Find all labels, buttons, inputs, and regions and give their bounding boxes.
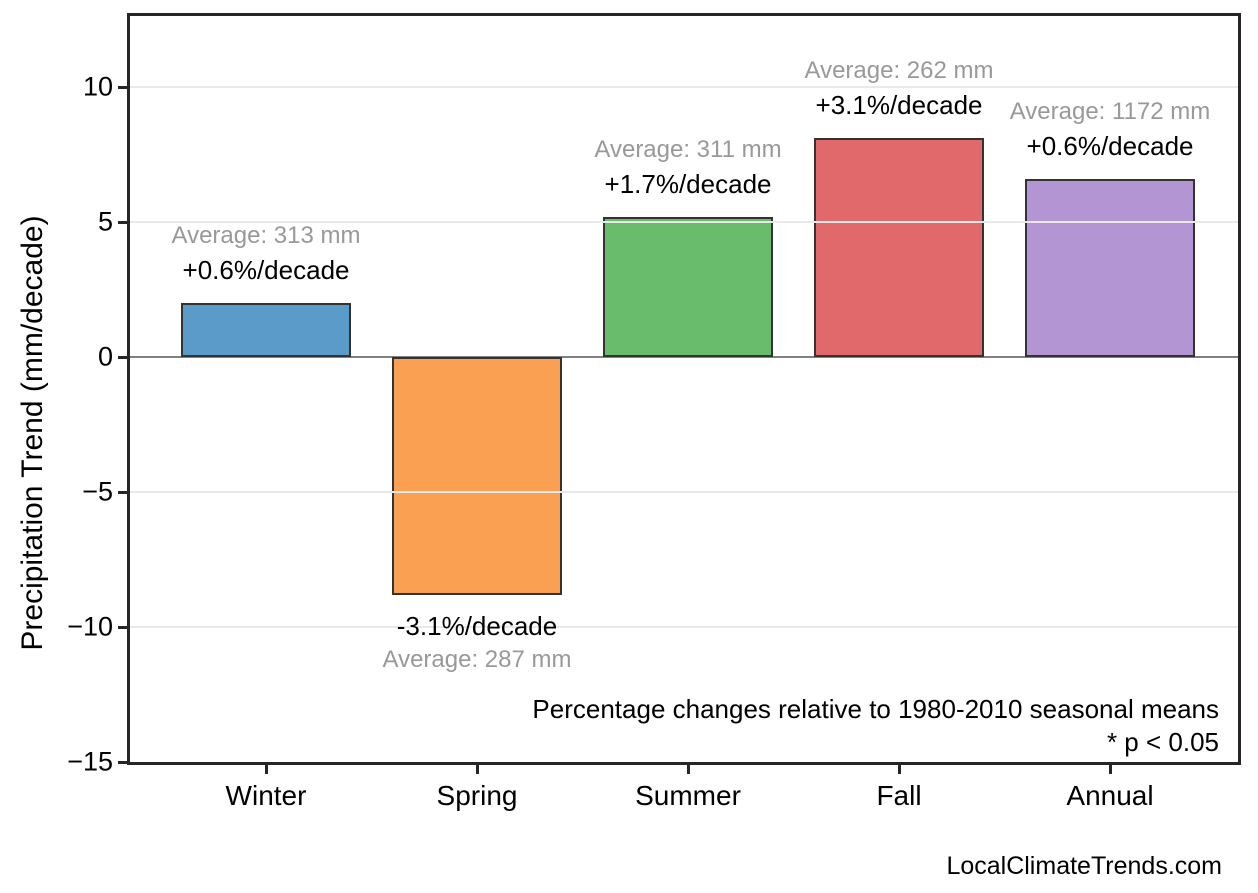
y-tick-mark (118, 220, 127, 224)
x-tick-label-summer: Summer (635, 780, 741, 811)
gridline (127, 221, 1241, 223)
plot-area: Percentage changes relative to 1980-2010… (127, 13, 1241, 765)
x-tick-mark (475, 765, 479, 774)
gridline (127, 86, 1241, 88)
annotation-significance: * p < 0.05 (1106, 727, 1219, 757)
bar-average-label: Average: 287 mm (382, 645, 572, 673)
bar-average-label: Average: 262 mm (804, 57, 994, 85)
bar-percent-label: +0.6%/decade (182, 255, 350, 285)
y-tick-label: 5 (97, 206, 113, 237)
x-tick-label-winter: Winter (225, 780, 307, 811)
y-tick-mark (118, 85, 127, 89)
bar-average-label: Average: 311 mm (594, 135, 782, 163)
bar-spring (392, 357, 562, 595)
gridline (127, 626, 1241, 628)
x-tick-label-annual: Annual (1066, 780, 1154, 811)
bar-percent-label: -3.1%/decade (396, 610, 558, 641)
y-tick-label: 10 (82, 71, 113, 102)
y-tick-mark (118, 625, 127, 629)
zero-line (127, 356, 1241, 358)
bar-percent-label: +3.1%/decade (815, 90, 983, 121)
bar-annual (1025, 178, 1195, 357)
x-tick-label-spring: Spring (436, 780, 518, 811)
x-tick-mark (897, 765, 901, 774)
x-tick-mark (1108, 765, 1112, 774)
annotation-block: Percentage changes relative to 1980-2010… (532, 693, 1219, 759)
bar-average-label: Average: 313 mm (171, 222, 361, 249)
annotation-note: Percentage changes relative to 1980-2010… (532, 694, 1219, 724)
x-tick-label-fall: Fall (876, 780, 922, 811)
bar-fall (814, 138, 984, 357)
bar-summer (603, 216, 773, 357)
y-tick-mark (118, 490, 127, 494)
y-tick-label: −5 (82, 476, 113, 507)
x-tick-mark (686, 765, 690, 774)
bar-winter (181, 303, 351, 357)
bar-percent-label: +0.6%/decade (1026, 130, 1194, 161)
bar-average-label: Average: 1172 mm (1009, 97, 1211, 125)
watermark-text: LocalClimateTrends.com (946, 852, 1222, 880)
bar-percent-label: +1.7%/decade (604, 168, 772, 199)
x-tick-mark (264, 765, 268, 774)
gridline (127, 491, 1241, 493)
y-axis-label: Precipitation Trend (mm/decade) (16, 215, 49, 651)
y-tick-mark (118, 760, 127, 764)
y-tick-label: 0 (97, 341, 113, 372)
y-tick-label: −10 (67, 611, 113, 642)
y-tick-mark (118, 355, 127, 359)
y-tick-label: −15 (67, 746, 113, 777)
